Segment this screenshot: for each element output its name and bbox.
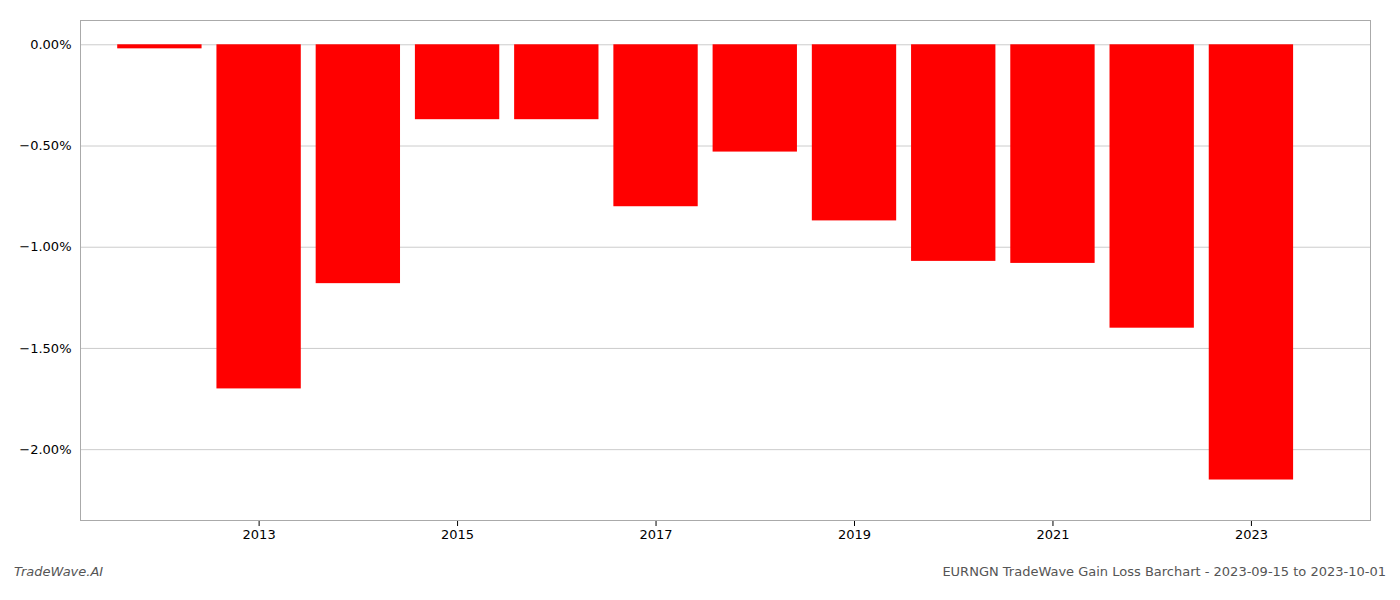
html-text:EURNGN TradeWave Gain Loss Bar: EURNGN TradeWave Gain Loss Barchart - 20… [942, 564, 1386, 579]
svg-text:2015: 2015 [441, 527, 474, 542]
svg-text:−0.50%: −0.50% [19, 138, 71, 153]
svg-text:2023: 2023 [1235, 527, 1268, 542]
svg-text:2017: 2017 [639, 527, 672, 542]
html-text:TradeWave.AI: TradeWave.AI [14, 564, 104, 579]
svg-text:2021: 2021 [1036, 527, 1069, 542]
svg-text:−1.00%: −1.00% [19, 239, 71, 254]
svg-text:2019: 2019 [838, 527, 871, 542]
svg-text:−1.50%: −1.50% [19, 341, 71, 356]
svg-text:2013: 2013 [243, 527, 276, 542]
svg-text:0.00%: 0.00% [30, 37, 71, 52]
svg-text:−2.00%: −2.00% [19, 442, 71, 457]
